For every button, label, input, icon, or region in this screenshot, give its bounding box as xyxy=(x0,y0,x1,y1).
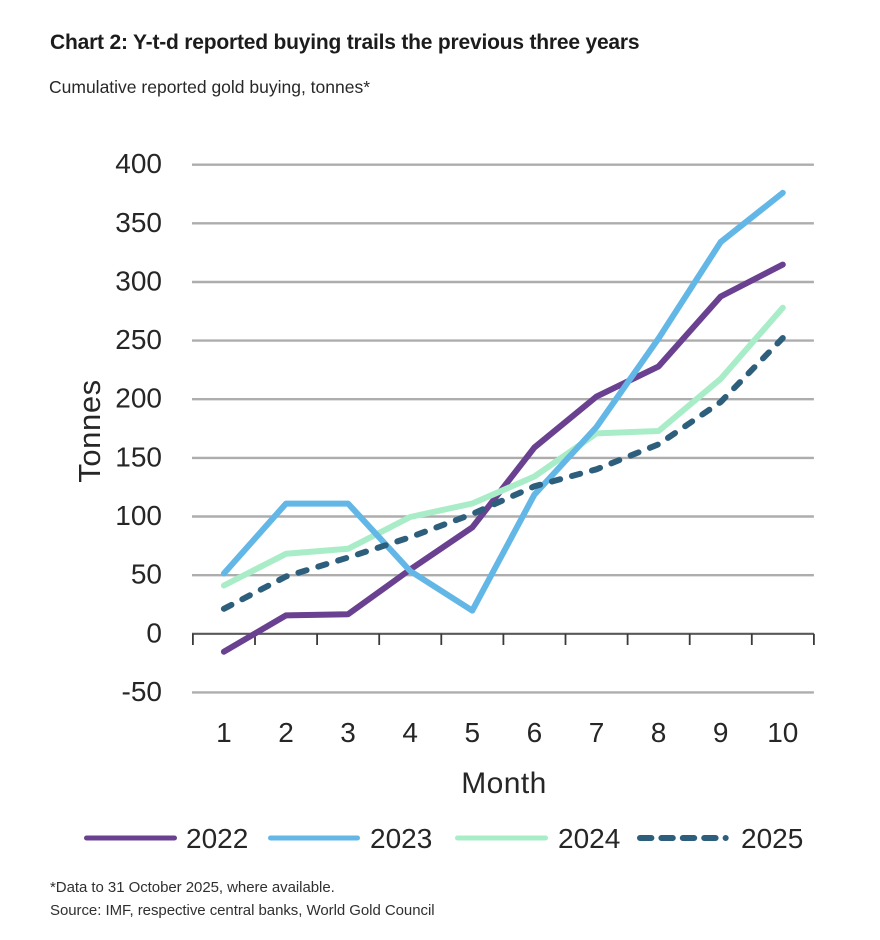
svg-text:400: 400 xyxy=(115,148,162,179)
svg-text:8: 8 xyxy=(651,717,667,748)
svg-text:2: 2 xyxy=(278,717,294,748)
svg-text:300: 300 xyxy=(115,266,162,297)
svg-text:Tonnes: Tonnes xyxy=(72,379,107,483)
svg-text:2025: 2025 xyxy=(741,823,803,854)
svg-text:350: 350 xyxy=(115,207,162,238)
svg-text:6: 6 xyxy=(527,717,543,748)
svg-text:7: 7 xyxy=(589,717,605,748)
svg-text:4: 4 xyxy=(402,717,418,748)
svg-text:1: 1 xyxy=(216,717,232,748)
svg-text:250: 250 xyxy=(115,324,162,355)
svg-text:0: 0 xyxy=(146,617,162,648)
svg-text:5: 5 xyxy=(465,717,481,748)
svg-text:100: 100 xyxy=(115,500,162,531)
svg-text:2023: 2023 xyxy=(370,823,432,854)
svg-text:2022: 2022 xyxy=(186,823,248,854)
svg-text:Month: Month xyxy=(461,767,546,800)
svg-text:10: 10 xyxy=(767,717,798,748)
svg-text:-50: -50 xyxy=(122,676,162,707)
svg-text:50: 50 xyxy=(131,559,162,590)
svg-text:200: 200 xyxy=(115,383,162,414)
svg-text:2024: 2024 xyxy=(558,823,620,854)
svg-text:3: 3 xyxy=(340,717,356,748)
svg-text:9: 9 xyxy=(713,717,729,748)
svg-text:150: 150 xyxy=(115,441,162,472)
